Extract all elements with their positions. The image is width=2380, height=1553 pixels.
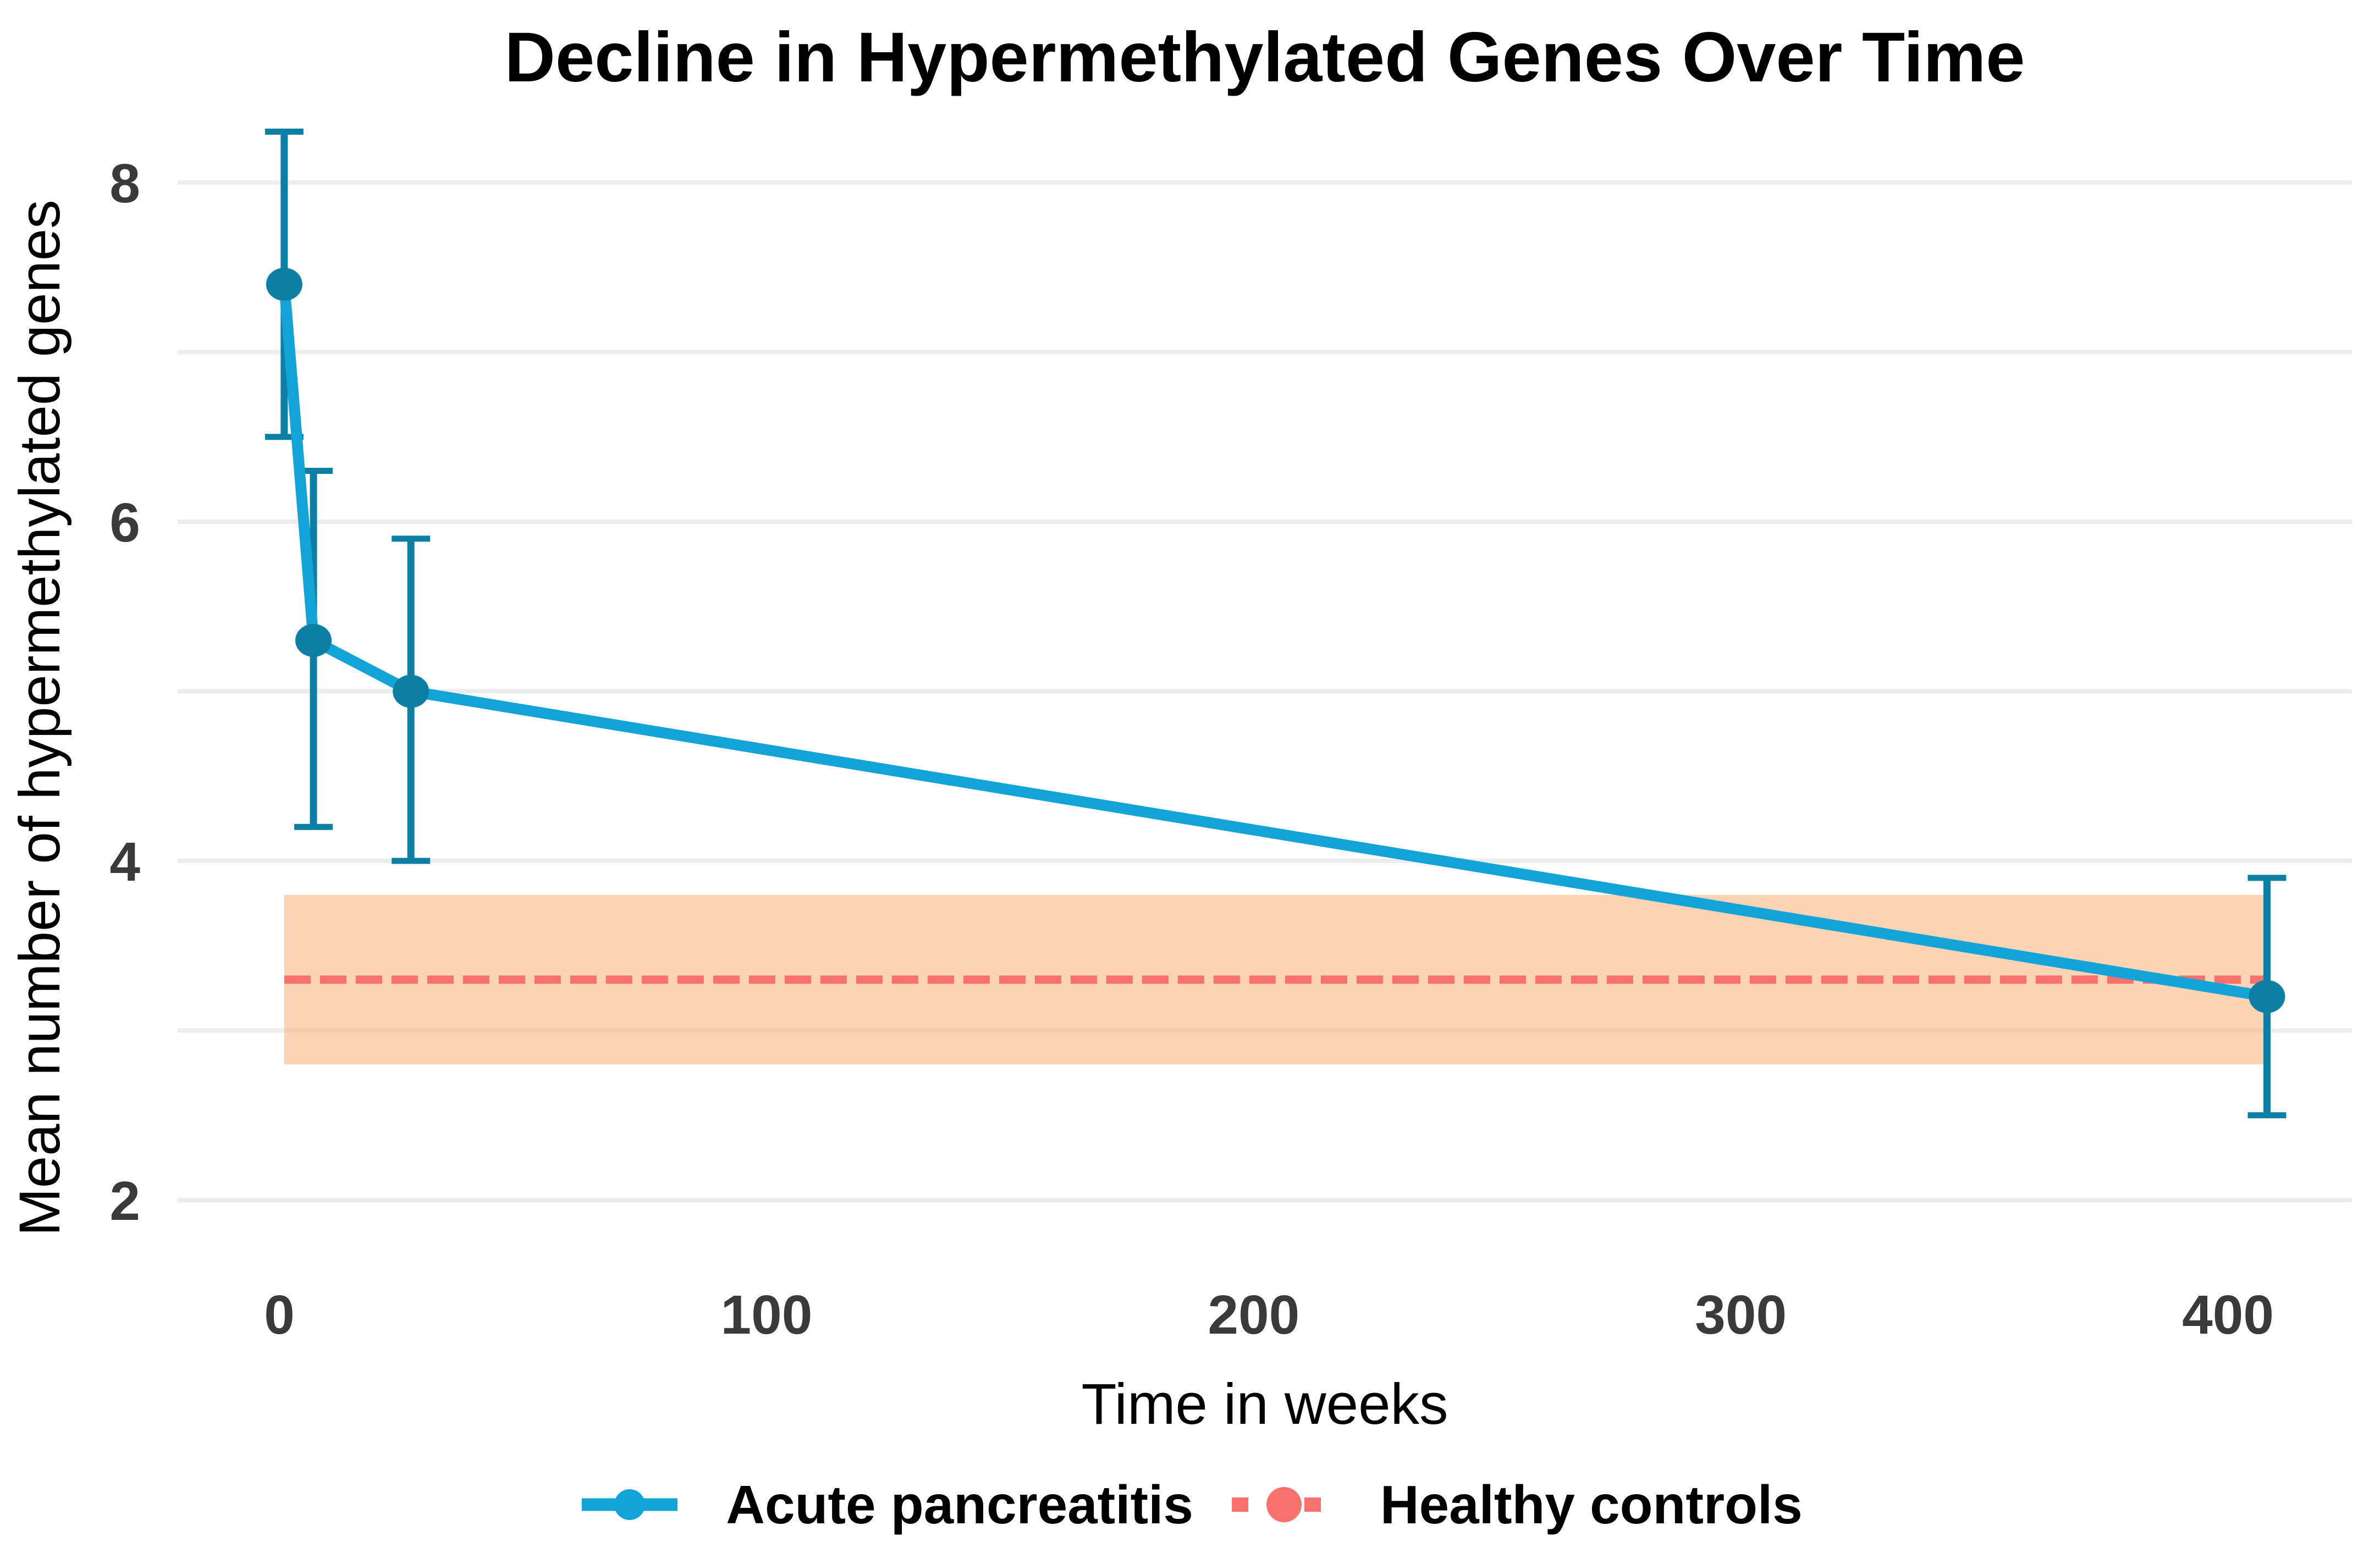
y-tick-label-2: 2 xyxy=(109,1170,140,1232)
data-point xyxy=(393,675,429,708)
y-tick-label-4: 4 xyxy=(109,831,140,893)
healthy-controls-key-icon xyxy=(1231,1487,1336,1522)
x-axis-title: Time in weeks xyxy=(1081,1372,1448,1436)
x-tick-label-200: 200 xyxy=(1208,1284,1299,1346)
chart-title: Decline in Hypermethylated Genes Over Ti… xyxy=(505,18,2025,97)
x-tick-label-400: 400 xyxy=(2182,1284,2274,1346)
y-axis-title: Mean number of hypermethylated genes xyxy=(8,200,72,1236)
acute-key-dot-icon xyxy=(614,1489,646,1520)
legend-label-healthy-controls: Healthy controls xyxy=(1380,1474,1803,1535)
legend-label-acute-pancreatitis: Acute pancreatitis xyxy=(726,1474,1193,1535)
data-point xyxy=(266,268,302,301)
legend: Acute pancreatitis Healthy controls xyxy=(0,1458,2380,1551)
data-point xyxy=(295,623,332,657)
y-tick-label-8: 8 xyxy=(109,153,140,214)
x-tick-label-100: 100 xyxy=(720,1284,812,1346)
plot-panel: 2 4 6 8 0 100 200 300 400 xyxy=(109,128,2352,1346)
legend-item-healthy-controls: Healthy controls xyxy=(1231,1472,1803,1538)
x-tick-label-300: 300 xyxy=(1695,1284,1787,1346)
acute-pancreatitis-key-icon xyxy=(582,1489,678,1520)
y-tick-label-6: 6 xyxy=(109,492,140,554)
acute-pancreatitis-line xyxy=(278,279,2273,1002)
healthy-key-dot-icon xyxy=(1266,1487,1302,1522)
x-tick-label-0: 0 xyxy=(264,1284,295,1346)
legend-item-acute-pancreatitis: Acute pancreatitis xyxy=(577,1472,1193,1538)
data-point xyxy=(2249,980,2285,1013)
